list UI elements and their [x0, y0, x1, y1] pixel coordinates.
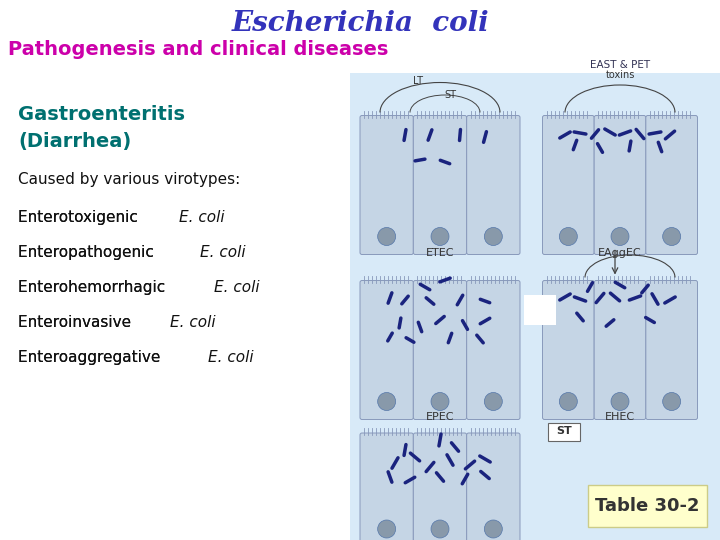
Text: EHEC: EHEC [605, 413, 635, 422]
FancyBboxPatch shape [646, 280, 698, 420]
FancyBboxPatch shape [542, 116, 594, 254]
Text: toxins: toxins [606, 70, 635, 79]
Circle shape [431, 520, 449, 538]
Text: EAST & PET: EAST & PET [590, 60, 650, 70]
Text: Enterotoxigenic: Enterotoxigenic [18, 210, 143, 225]
Text: Enteroaggregative: Enteroaggregative [18, 350, 166, 365]
Text: EPEC: EPEC [426, 413, 454, 422]
Text: Caused by various virotypes:: Caused by various virotypes: [18, 172, 240, 187]
FancyBboxPatch shape [646, 116, 698, 254]
Text: Gastroenteritis: Gastroenteritis [18, 105, 185, 124]
FancyBboxPatch shape [360, 280, 413, 420]
Text: ST: ST [444, 90, 456, 99]
FancyBboxPatch shape [413, 280, 467, 420]
FancyBboxPatch shape [594, 116, 646, 254]
Text: Enterohemorrhagic: Enterohemorrhagic [18, 280, 170, 295]
Circle shape [485, 393, 503, 410]
Text: Enteroinvasive: Enteroinvasive [18, 315, 136, 330]
Text: Table 30-2: Table 30-2 [595, 497, 699, 515]
Circle shape [485, 227, 503, 246]
Text: E. coli: E. coli [215, 280, 260, 295]
Text: EAggEC: EAggEC [598, 247, 642, 258]
Text: Enteroaggregative: Enteroaggregative [18, 350, 166, 365]
Text: Enterotoxigenic: Enterotoxigenic [18, 210, 143, 225]
FancyBboxPatch shape [467, 116, 520, 254]
Text: Pathogenesis and clinical diseases: Pathogenesis and clinical diseases [8, 40, 388, 59]
Circle shape [431, 227, 449, 246]
Text: Enteropathogenic: Enteropathogenic [18, 245, 158, 260]
FancyBboxPatch shape [538, 73, 720, 540]
Circle shape [378, 393, 396, 410]
FancyBboxPatch shape [350, 73, 538, 540]
Circle shape [378, 227, 396, 246]
FancyBboxPatch shape [360, 433, 413, 540]
FancyBboxPatch shape [413, 116, 467, 254]
Text: (Diarrhea): (Diarrhea) [18, 132, 131, 151]
FancyBboxPatch shape [467, 280, 520, 420]
Text: E. coli: E. coli [170, 315, 216, 330]
Text: E. coli: E. coli [199, 245, 246, 260]
Circle shape [559, 393, 577, 410]
FancyBboxPatch shape [588, 485, 707, 527]
Text: E. coli: E. coli [179, 210, 225, 225]
FancyBboxPatch shape [594, 280, 646, 420]
Circle shape [559, 227, 577, 246]
Circle shape [378, 520, 396, 538]
Text: ETEC: ETEC [426, 247, 454, 258]
Text: Enteropathogenic: Enteropathogenic [18, 245, 158, 260]
Text: LT: LT [413, 76, 423, 85]
Circle shape [611, 393, 629, 410]
Text: Escherichia  coli: Escherichia coli [231, 10, 489, 37]
Text: ST: ST [556, 427, 572, 436]
FancyBboxPatch shape [467, 433, 520, 540]
FancyBboxPatch shape [524, 295, 556, 325]
FancyBboxPatch shape [413, 433, 467, 540]
Circle shape [485, 520, 503, 538]
Circle shape [611, 227, 629, 246]
FancyBboxPatch shape [548, 422, 580, 441]
FancyBboxPatch shape [542, 280, 594, 420]
Text: Enteroinvasive: Enteroinvasive [18, 315, 136, 330]
Circle shape [662, 393, 680, 410]
Text: E. coli: E. coli [208, 350, 253, 365]
Circle shape [431, 393, 449, 410]
FancyBboxPatch shape [360, 116, 413, 254]
Circle shape [662, 227, 680, 246]
Text: Enterohemorrhagic: Enterohemorrhagic [18, 280, 170, 295]
